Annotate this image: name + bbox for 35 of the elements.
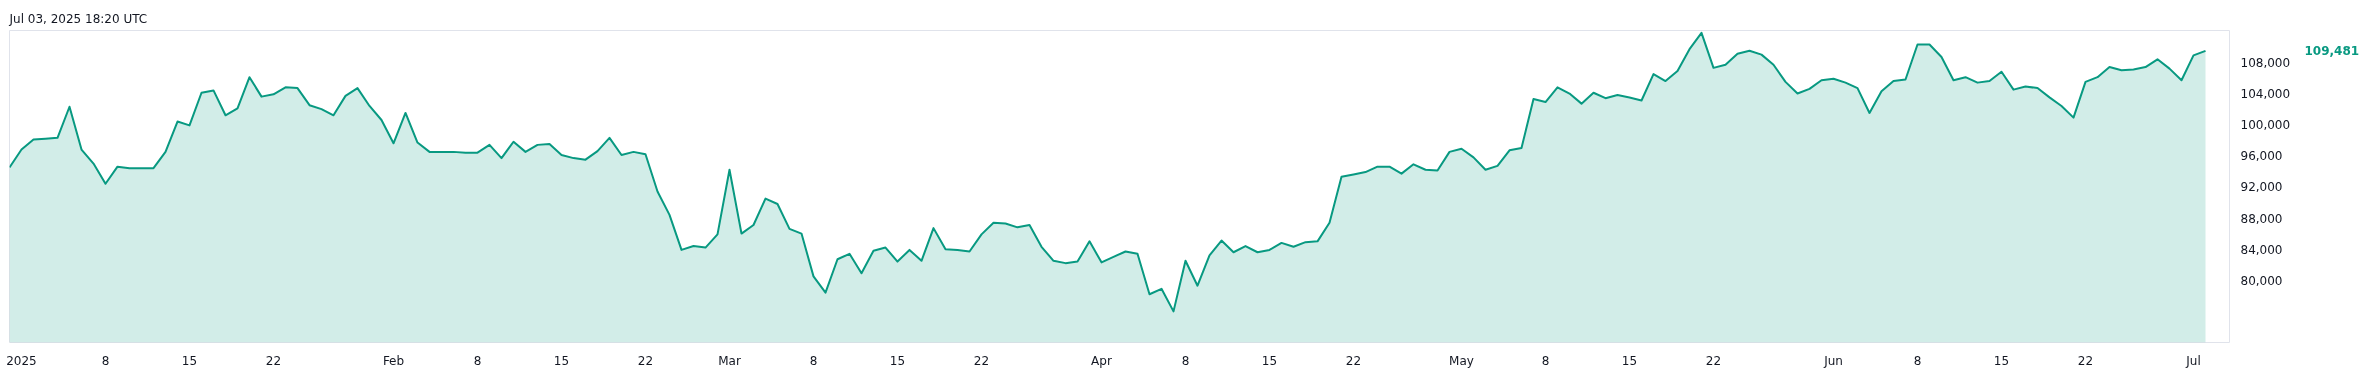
x-tick-label: 8 [1541,353,1550,368]
x-tick-label: May [1449,353,1474,368]
y-tick-label: 84,000 [2240,242,2283,257]
x-tick-label: 22 [2077,353,2094,368]
x-tick-label: 15 [889,353,906,368]
x-tick-label: 22 [265,353,282,368]
y-tick-label: 80,000 [2240,273,2283,288]
x-tick-label: 22 [1345,353,1362,368]
x-tick-label: 8 [101,353,110,368]
text: 109,481 [2304,44,2360,59]
y-tick-label: 108,000 [2240,55,2291,70]
x-tick-label: 8 [1913,353,1922,368]
x-tick-label: Mar [718,353,741,368]
chart-title: Jul 03, 2025 18:20 UTC [8,11,148,26]
x-tick-label: Apr [1091,353,1112,368]
x-tick-label: 8 [809,353,818,368]
y-tick-label: 88,000 [2240,211,2283,226]
y-tick-label: 104,000 [2240,87,2291,102]
y-tick-label: 100,000 [2240,118,2291,133]
x-tick-label: 15 [1621,353,1638,368]
x-tick-label: 2025 [6,353,37,368]
x-tick-label: 22 [1705,353,1722,368]
x-tick-label: 22 [637,353,654,368]
x-tick-label: 15 [1261,353,1278,368]
x-tick-label: 22 [973,353,990,368]
x-tick-label: Jul [2185,353,2201,368]
x-tick-label: 8 [1181,353,1190,368]
x-tick-label: 15 [1993,353,2010,368]
x-tick-label: 15 [553,353,570,368]
x-tick-label: 15 [181,353,198,368]
x-tick-label: 8 [473,353,482,368]
x-tick-label: Feb [382,353,405,368]
y-tick-label: 96,000 [2240,149,2283,164]
y-tick-label: 92,000 [2240,180,2283,195]
x-tick-label: Jun [1823,353,1843,368]
